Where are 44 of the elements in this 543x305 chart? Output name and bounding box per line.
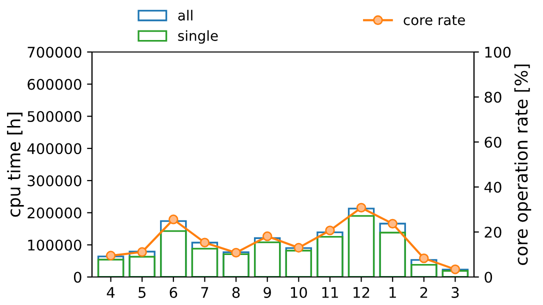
point — [325, 226, 335, 236]
point — [419, 253, 429, 264]
y-tick-label: 400000 — [27, 143, 82, 154]
y-tick-label: 300000 — [28, 175, 82, 186]
x-tick-label: 9 — [264, 286, 271, 298]
x-tick-label: 4 — [106, 287, 115, 298]
legend-label: all — [178, 10, 192, 21]
point — [168, 214, 178, 224]
x-tick-label: 6 — [170, 286, 178, 298]
point — [262, 231, 272, 242]
point — [356, 202, 366, 213]
point — [231, 248, 241, 258]
y-tick-label: 500000 — [28, 111, 82, 122]
point — [450, 264, 460, 274]
y-tick-label: 0 — [74, 272, 82, 283]
y-tick-label: 200000 — [28, 207, 82, 218]
y-tick-label: 600000 — [28, 78, 82, 90]
point — [200, 238, 210, 248]
x-tick-label: 11 — [322, 287, 338, 298]
x-tick-label: 2 — [420, 286, 428, 298]
y-tick-label: 100000 — [28, 240, 82, 251]
y2-tick-label: 80 — [484, 92, 502, 103]
point — [106, 250, 116, 260]
x-tick-label: 12 — [354, 286, 370, 298]
y-axis-title: cpu time [h] — [7, 112, 24, 217]
point — [388, 218, 398, 229]
x-tick-label: 1 — [390, 287, 396, 298]
legend-label: core rate — [404, 15, 465, 26]
x-tick-label: 3 — [452, 286, 459, 298]
y2-tick-label: 100 — [485, 46, 511, 58]
y2-tick-label: 60 — [484, 136, 502, 148]
y2-tick-label: 40 — [484, 182, 502, 193]
x-tick-label: 10 — [290, 286, 307, 298]
x-tick-label: 7 — [201, 287, 208, 298]
y2-axis-title: core operation rate [%] — [514, 64, 532, 265]
y2-tick-label: 20 — [484, 226, 502, 238]
y2-tick-label: 0 — [484, 272, 492, 283]
x-tick-label: 8 — [232, 286, 240, 298]
point — [137, 247, 147, 257]
point — [294, 242, 304, 253]
y-tick-label: 700000 — [28, 46, 82, 58]
legend-label: single — [178, 30, 218, 44]
x-tick-label: 5 — [138, 287, 146, 298]
bar — [160, 230, 187, 277]
